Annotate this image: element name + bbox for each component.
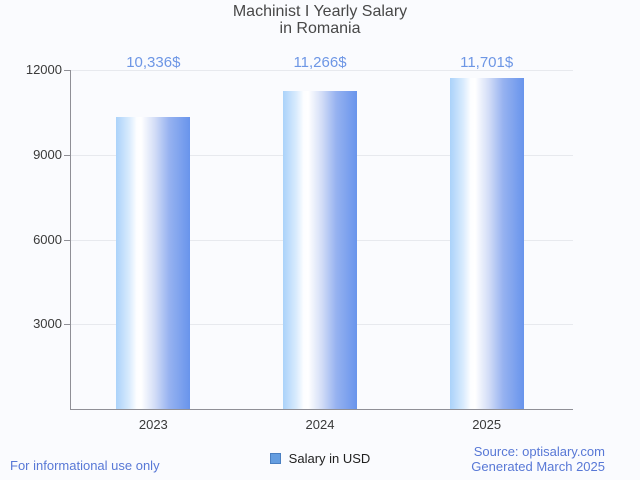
bar-2024[interactable] [283, 90, 357, 409]
y-tick-6000 [64, 240, 70, 241]
y-tick-12000 [64, 70, 70, 71]
legend: Salary in USD [0, 451, 640, 466]
x-axis-line [70, 409, 573, 410]
legend-label: Salary in USD [288, 451, 371, 466]
bar-2023[interactable] [116, 117, 191, 409]
chart-title: Machinist I Yearly Salary in Romania [0, 3, 640, 37]
legend-swatch-icon [269, 453, 281, 464]
value-label-2023: 10,336$ [126, 54, 181, 71]
y-axis-label-6000: 6000 [33, 232, 62, 247]
y-tick-9000 [64, 155, 70, 156]
y-tick-3000 [64, 324, 70, 325]
y-axis-line [70, 70, 71, 410]
source-text: Source: optisalary.com [473, 444, 605, 459]
gridline-12000 [71, 70, 573, 71]
y-axis-label-9000: 9000 [33, 147, 62, 162]
y-axis-label-3000: 3000 [33, 316, 62, 331]
generated-text: Generated March 2025 [471, 459, 605, 474]
chart-title-line1: Machinist I Yearly Salary [232, 3, 408, 20]
y-axis-label-12000: 12000 [25, 62, 62, 77]
value-label-2024: 11,266$ [293, 54, 347, 71]
bar-2025[interactable] [449, 78, 524, 409]
source-info: Source: optisalary.com Generated March 2… [471, 444, 605, 474]
x-axis-label-2023: 2023 [138, 417, 168, 432]
x-axis-label-2025: 2025 [472, 417, 502, 432]
disclaimer-text: For informational use only [10, 458, 160, 473]
x-axis-label-2024: 2024 [305, 417, 335, 432]
chart-title-line2: in Romania [279, 20, 361, 37]
value-label-2025: 11,701$ [460, 54, 514, 71]
